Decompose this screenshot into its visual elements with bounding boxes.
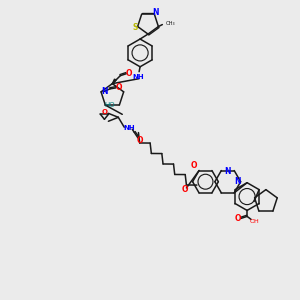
Text: N: N [234,177,241,186]
Text: O: O [116,83,122,92]
Text: S: S [133,23,138,32]
Text: CH₃: CH₃ [165,21,175,26]
Text: O: O [126,69,132,78]
Text: O: O [101,110,107,116]
Text: O: O [191,161,197,170]
Text: N: N [101,87,107,96]
Text: O: O [235,214,242,223]
Text: OH: OH [249,219,259,224]
Text: N: N [224,167,231,176]
Text: HO: HO [104,102,115,108]
Text: O: O [137,136,143,145]
Text: N: N [152,8,159,17]
Polygon shape [112,79,116,84]
Text: NH: NH [132,74,144,80]
Text: NH: NH [123,125,135,131]
Text: O: O [181,185,188,194]
